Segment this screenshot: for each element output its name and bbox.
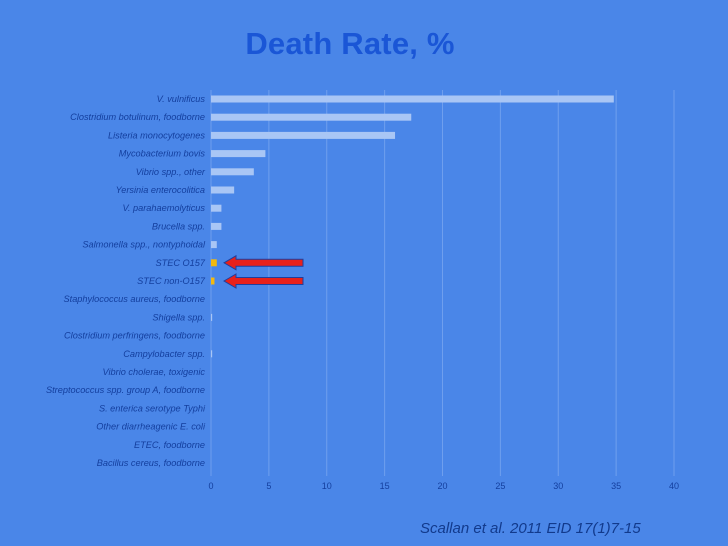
bar-2 xyxy=(211,113,412,121)
bar-15 xyxy=(211,350,213,358)
category-label: Campylobacter spp. xyxy=(123,349,205,359)
category-label: Listeria monocytogenes xyxy=(108,130,205,140)
category-label: Vibrio cholerae, toxigenic xyxy=(103,367,206,377)
red-arrow-icon xyxy=(223,273,304,289)
x-tick-label: 30 xyxy=(553,481,563,491)
x-tick-label: 0 xyxy=(208,481,213,491)
category-label: Mycobacterium bovis xyxy=(119,149,206,159)
x-tick-label: 40 xyxy=(669,481,679,491)
x-tick-label: 5 xyxy=(266,481,271,491)
category-label: V. parahaemolyticus xyxy=(122,203,205,213)
bar-1 xyxy=(211,95,614,103)
bars xyxy=(211,95,614,358)
bar-11 xyxy=(211,277,215,285)
category-label: Salmonella spp., nontyphoidal xyxy=(82,240,206,250)
bar-7 xyxy=(211,204,222,212)
category-label: Yersinia enterocolitica xyxy=(116,185,205,195)
bar-3 xyxy=(211,131,396,139)
category-label: STEC non-O157 xyxy=(137,276,206,286)
x-tick-labels: 0 5 10 15 20 25 30 35 40 xyxy=(208,481,679,491)
bar-8 xyxy=(211,222,222,230)
category-label: Streptococcus spp. group A, foodborne xyxy=(46,385,205,395)
bar-13 xyxy=(211,313,213,321)
chart-title: Death Rate, % xyxy=(245,26,455,61)
category-label: S. enterica serotype Typhi xyxy=(99,403,206,413)
bar-4 xyxy=(211,150,266,158)
citation: Scallan et al. 2011 EID 17(1)7-15 xyxy=(420,520,641,537)
category-label: Shigella spp. xyxy=(152,312,205,322)
x-tick-label: 15 xyxy=(380,481,390,491)
bar-6 xyxy=(211,186,235,194)
category-label: V. vulnificus xyxy=(157,94,206,104)
category-label: Clostridium perfringens, foodborne xyxy=(64,331,205,341)
category-label: Clostridium botulinum, foodborne xyxy=(70,112,205,122)
category-label: ETEC, foodborne xyxy=(134,440,205,450)
category-label: STEC O157 xyxy=(155,258,205,268)
x-tick-label: 35 xyxy=(611,481,621,491)
bar-5 xyxy=(211,168,254,176)
bar-9 xyxy=(211,241,217,249)
category-label: Brucella spp. xyxy=(152,221,205,231)
category-label: Other diarrheagenic E. coli xyxy=(96,422,206,432)
category-label: Staphylococcus aureus, foodborne xyxy=(64,294,205,304)
bar-10 xyxy=(211,259,217,267)
highlight-arrows xyxy=(223,254,304,289)
x-tick-label: 10 xyxy=(322,481,332,491)
category-labels: V. vulnificus Clostridium botulinum, food… xyxy=(46,94,206,468)
x-tick-label: 20 xyxy=(437,481,447,491)
red-arrow-icon xyxy=(223,254,304,271)
category-label: Bacillus cereus, foodborne xyxy=(97,458,205,468)
category-label: Vibrio spp., other xyxy=(136,167,206,177)
x-tick-label: 25 xyxy=(495,481,505,491)
